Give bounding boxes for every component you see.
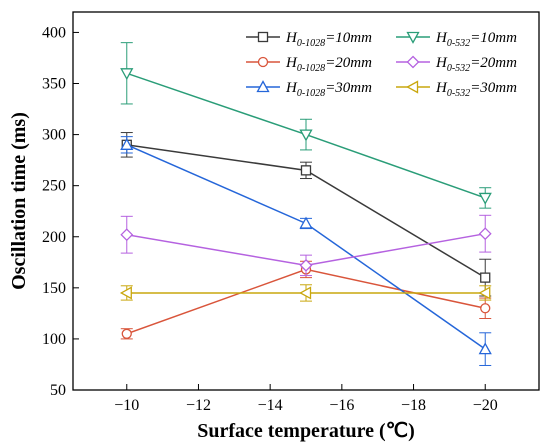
data-point-triangle-left — [478, 286, 491, 300]
y-tick-label: 200 — [42, 229, 66, 246]
data-point-triangle-left — [406, 80, 419, 94]
data-point-triangle-down — [478, 192, 492, 205]
y-axis-title: Oscillation time (ms) — [8, 112, 30, 290]
tick-labels: −10 −12 −14 −16 −18 −20 50 100 150 200 250 300 350 40… — [42, 24, 498, 414]
data-point-triangle-down — [406, 31, 420, 44]
data-point-diamond — [120, 228, 134, 242]
data-point-diamond — [299, 258, 313, 272]
x-tick-label: −16 — [329, 397, 354, 414]
x-tick-label: −20 — [473, 397, 498, 414]
data-point-triangle-up — [256, 80, 270, 93]
legend-label: H0-1028=20mm — [285, 55, 372, 74]
y-tick-label: 100 — [42, 331, 66, 348]
series-4 — [120, 42, 492, 209]
data-point-triangle-left — [119, 286, 132, 300]
series-5 — [120, 214, 492, 277]
legend-label: H0-1028=10mm — [285, 30, 372, 49]
legend-item-3: H0-1028=30mm — [246, 80, 372, 99]
data-point-triangle-up — [299, 216, 313, 229]
data-point-square — [480, 272, 491, 283]
x-tick-label: −12 — [186, 397, 211, 414]
data-point-circle — [257, 56, 269, 68]
x-axis-title: Surface temperature (℃) — [197, 420, 415, 442]
data-point-circle — [121, 328, 132, 339]
y-tick-label: 250 — [42, 178, 66, 195]
legend-label: H0-1028=30mm — [285, 80, 372, 99]
legend-item-1: H0-1028=10mm — [246, 30, 372, 49]
legend-item-5: H0-532=20mm — [396, 55, 517, 74]
series-layer — [119, 42, 492, 366]
plot-frame — [72, 11, 540, 391]
legend-label: H0-532=10mm — [435, 30, 517, 49]
x-tick-label: −18 — [401, 397, 426, 414]
y-tick-label: 150 — [42, 280, 66, 297]
y-tick-label: 400 — [42, 24, 66, 41]
x-tick-label: −14 — [258, 397, 283, 414]
data-point-square — [300, 165, 312, 176]
data-point-diamond — [478, 227, 492, 241]
series-6 — [119, 284, 492, 302]
legend-item-2: H0-1028=20mm — [246, 55, 372, 74]
data-point-diamond — [406, 55, 420, 69]
legend-label: H0-532=30mm — [435, 80, 517, 99]
series-line — [126, 268, 486, 335]
legend: H0-1028=10mm H0-1028=20mm H0-1028=30mm H0-5… — [246, 30, 517, 99]
data-point-triangle-down — [120, 68, 134, 81]
y-tick-label: 300 — [42, 127, 66, 144]
data-point-triangle-up — [478, 342, 492, 355]
legend-item-4: H0-532=10mm — [396, 30, 517, 49]
data-point-square — [257, 31, 269, 43]
x-tick-label: −10 — [114, 397, 139, 414]
y-tick-label: 350 — [42, 76, 66, 93]
series-3 — [120, 136, 492, 366]
data-point-triangle-down — [299, 129, 313, 142]
data-point-circle — [480, 303, 491, 314]
y-tick-label: 50 — [50, 382, 66, 399]
data-point-triangle-left — [299, 286, 312, 300]
legend-item-6: H0-532=30mm — [396, 80, 517, 99]
axis-ticks — [73, 31, 486, 391]
data-point-triangle-up — [120, 137, 134, 150]
legend-label: H0-532=20mm — [435, 55, 517, 74]
